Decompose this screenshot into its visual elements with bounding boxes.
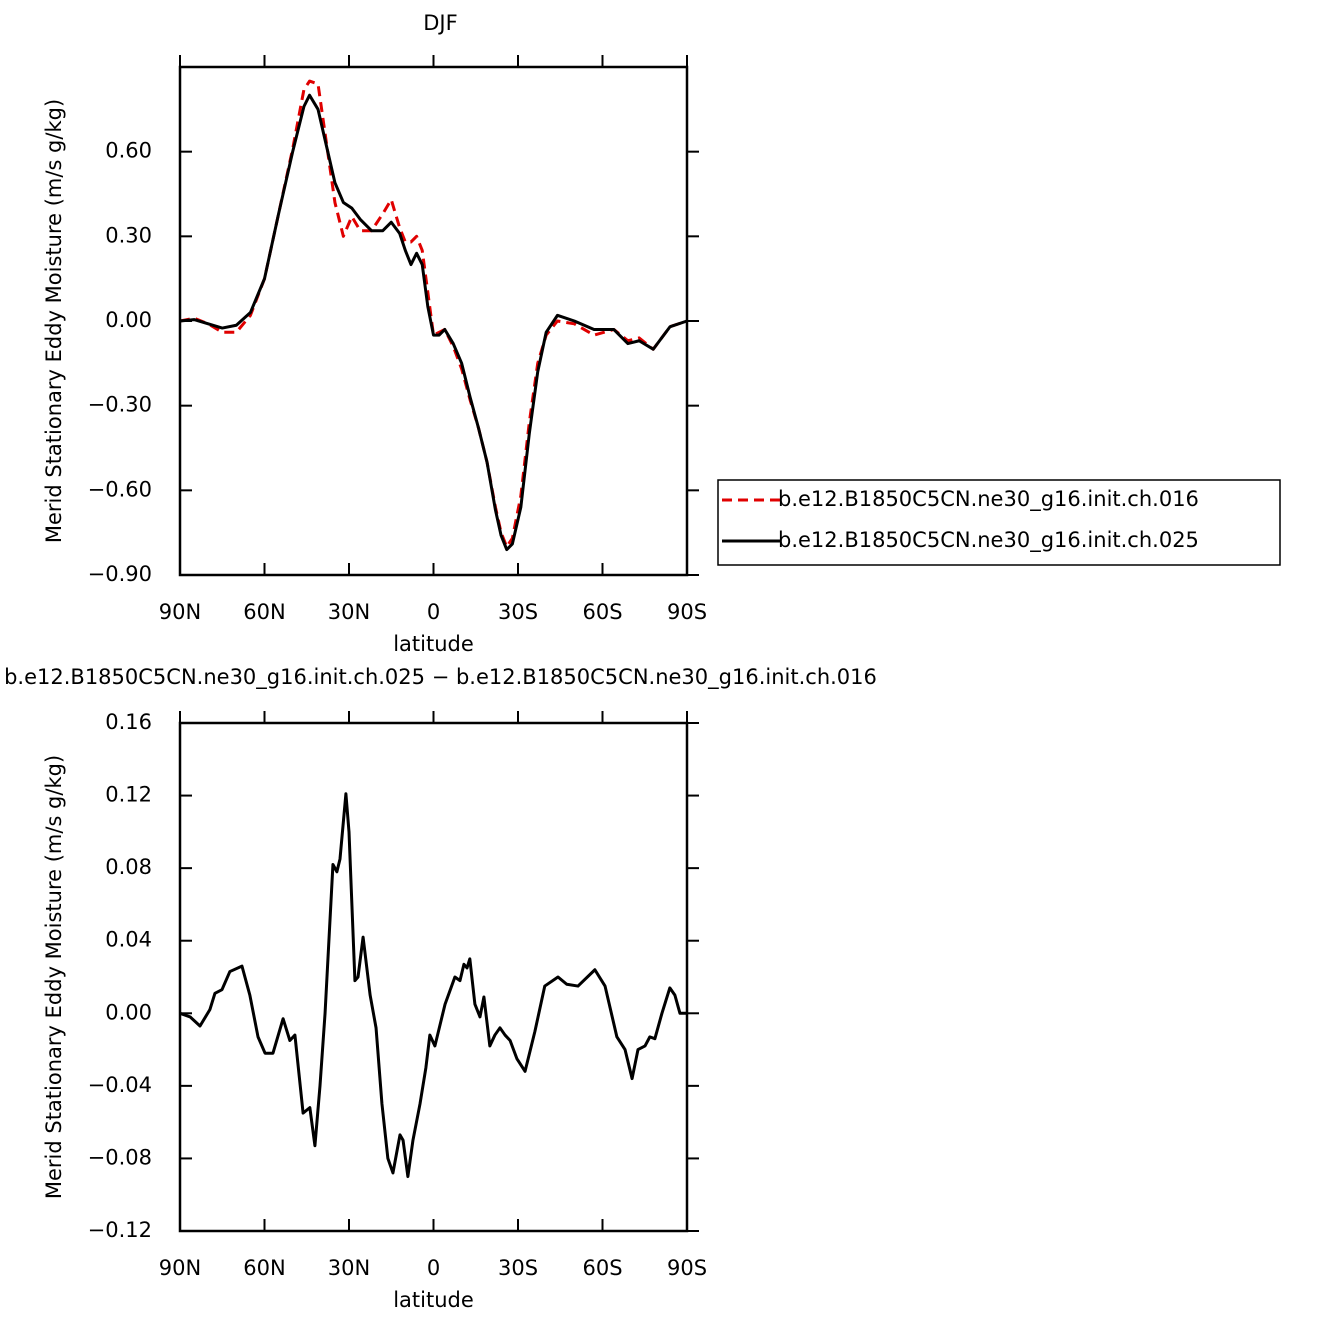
x-tick-label: 90N xyxy=(159,600,201,624)
y-tick-label: 0.16 xyxy=(105,710,152,734)
y-tick-label: 0.08 xyxy=(105,855,152,879)
y-tick-label: −0.30 xyxy=(88,393,152,417)
y-tick-label: 0.30 xyxy=(105,223,152,247)
x-tick-label: 0 xyxy=(427,1256,440,1280)
x-tick-label: 60S xyxy=(582,600,622,624)
x-tick-label: 60N xyxy=(243,1256,285,1280)
x-tick-label: 90S xyxy=(667,1256,707,1280)
x-tick-label: 60N xyxy=(243,600,285,624)
x-tick-label: 90N xyxy=(159,1256,201,1280)
y-tick-label: −0.60 xyxy=(88,477,152,501)
y-tick-label: 0.60 xyxy=(105,139,152,163)
x-tick-label: 30N xyxy=(328,600,370,624)
x-tick-label: 0 xyxy=(427,600,440,624)
data-line xyxy=(179,79,688,549)
y-tick-label: 0.00 xyxy=(105,1000,152,1024)
legend-label: b.e12.B1850C5CN.ne30_g16.init.ch.025 xyxy=(778,528,1199,553)
y-axis-label: Merid Stationary Eddy Moisture (m/s g/kg… xyxy=(42,755,66,1199)
x-axis-label: latitude xyxy=(393,1288,474,1312)
chart-title: b.e12.B1850C5CN.ne30_g16.init.ch.025 − b… xyxy=(4,665,877,690)
y-tick-label: −0.08 xyxy=(88,1145,152,1169)
legend-label: b.e12.B1850C5CN.ne30_g16.init.ch.016 xyxy=(778,487,1199,512)
x-tick-label: 30N xyxy=(328,1256,370,1280)
y-tick-label: −0.12 xyxy=(88,1218,152,1242)
chart-title: DJF xyxy=(423,11,457,35)
x-tick-label: 30S xyxy=(498,1256,538,1280)
data-line xyxy=(179,792,687,1179)
y-tick-label: 0.12 xyxy=(105,783,152,807)
plot-frame xyxy=(178,721,689,1233)
plot-frame xyxy=(178,65,689,577)
x-tick-label: 90S xyxy=(667,600,707,624)
y-tick-label: −0.90 xyxy=(88,562,152,586)
y-tick-label: 0.04 xyxy=(105,928,152,952)
y-tick-label: −0.04 xyxy=(88,1073,152,1097)
legend-box xyxy=(717,479,1281,566)
x-axis-label: latitude xyxy=(393,632,474,656)
y-axis-label: Merid Stationary Eddy Moisture (m/s g/kg… xyxy=(42,99,66,543)
x-tick-label: 60S xyxy=(582,1256,622,1280)
y-tick-label: 0.00 xyxy=(105,308,152,332)
data-line xyxy=(179,93,688,552)
x-tick-label: 30S xyxy=(498,600,538,624)
